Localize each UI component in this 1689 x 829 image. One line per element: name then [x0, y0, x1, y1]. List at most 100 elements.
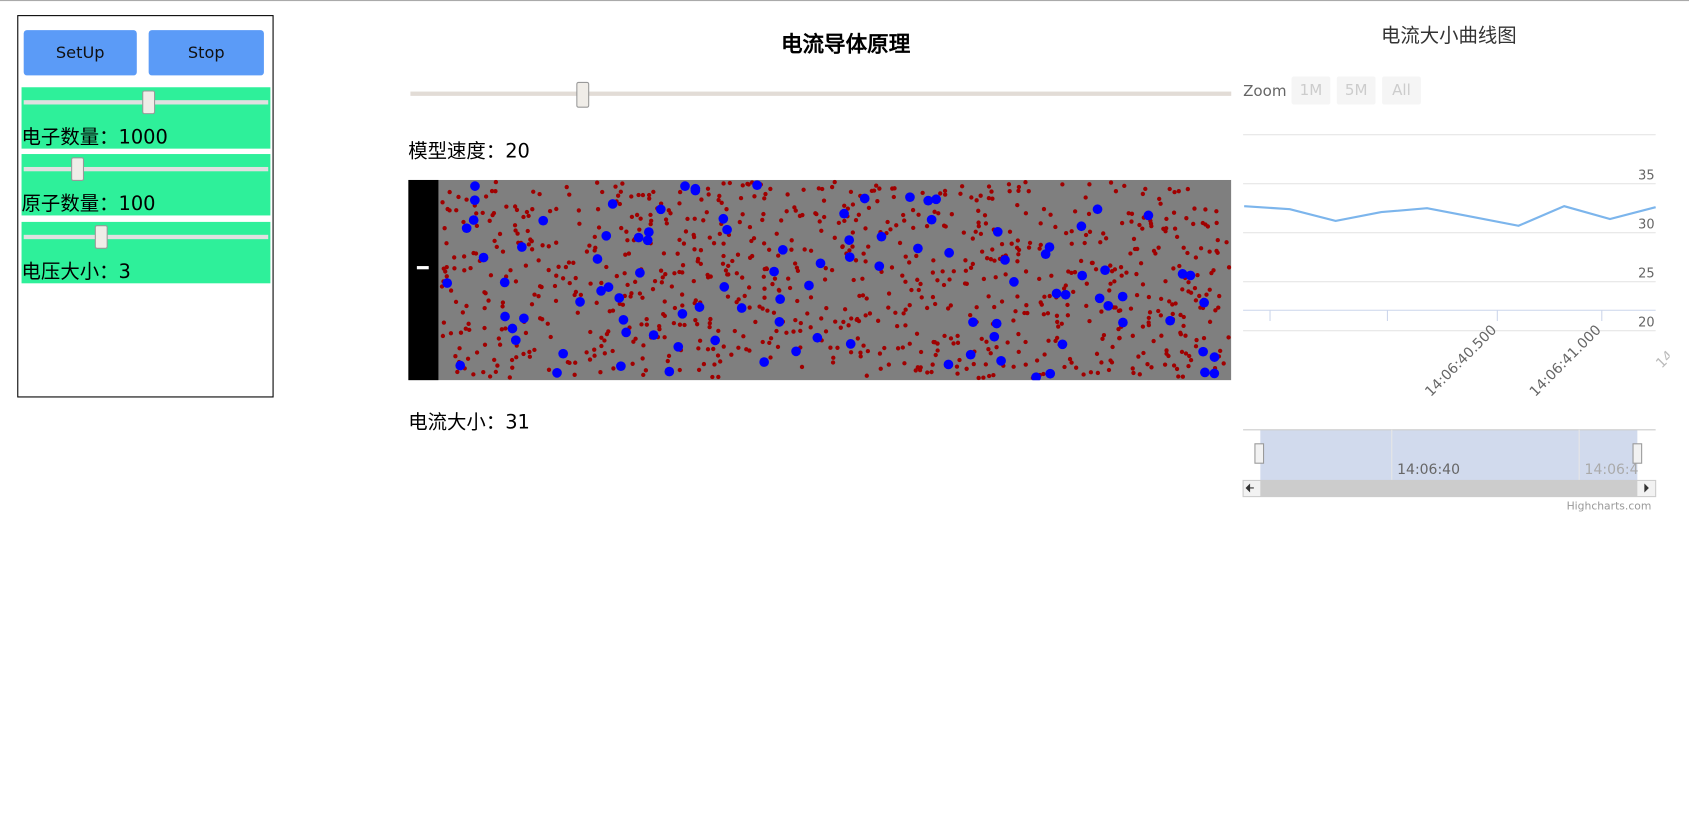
value-text: 100	[118, 192, 156, 216]
speed-slider-thumb[interactable]	[576, 81, 590, 108]
setup-button[interactable]: SetUp	[23, 30, 137, 76]
electron	[587, 243, 592, 248]
electron-control: 电子数量：1000	[21, 87, 271, 149]
electron	[461, 254, 467, 259]
electron	[1215, 237, 1220, 243]
conductor	[408, 179, 1232, 381]
electron	[732, 328, 737, 334]
electron	[838, 325, 843, 330]
electron	[819, 316, 824, 321]
stop-button[interactable]: Stop	[148, 30, 264, 76]
electron	[1185, 250, 1190, 256]
electron	[768, 186, 773, 192]
electron	[641, 343, 646, 348]
atom	[752, 180, 762, 191]
electron	[1186, 280, 1191, 285]
electron	[575, 310, 580, 315]
electron	[776, 253, 781, 258]
electron	[1049, 273, 1054, 278]
electron	[1179, 349, 1185, 355]
slider-thumb[interactable]	[71, 157, 85, 181]
electron	[901, 311, 906, 316]
slider-thumb[interactable]	[94, 225, 108, 249]
scrollbar-thumb[interactable]	[1260, 480, 1638, 497]
electron	[1069, 360, 1074, 365]
electron	[1016, 252, 1021, 257]
zoom-button[interactable]: All	[1382, 76, 1421, 105]
electron	[999, 241, 1005, 247]
electron	[740, 212, 745, 217]
electron	[1217, 293, 1222, 299]
electron	[1027, 240, 1033, 246]
electron	[707, 324, 712, 330]
electron	[1037, 276, 1042, 282]
electron	[992, 258, 997, 263]
scroll-right[interactable]	[1644, 483, 1649, 493]
electron	[915, 277, 920, 282]
zoom-button[interactable]: 5M	[1336, 76, 1376, 105]
electron	[983, 221, 989, 226]
electron	[729, 352, 734, 357]
electron	[1171, 266, 1176, 271]
electron	[480, 210, 485, 216]
electron	[986, 294, 991, 299]
electron	[637, 291, 643, 296]
electron	[866, 205, 872, 211]
electron	[823, 329, 829, 334]
speed-label: 模型速度：20	[408, 136, 530, 164]
electron	[523, 263, 529, 268]
electron	[916, 287, 921, 293]
navigator-handle[interactable]	[1254, 443, 1265, 464]
electron	[861, 251, 866, 256]
electron	[1218, 348, 1223, 354]
scroll-left[interactable]	[1245, 483, 1254, 493]
electron	[858, 354, 863, 359]
electron	[523, 330, 529, 336]
electron	[724, 207, 729, 212]
atom	[812, 332, 823, 343]
electron	[672, 271, 677, 276]
electron	[493, 189, 498, 194]
electron	[1087, 229, 1093, 234]
electron	[850, 244, 855, 249]
electron	[1174, 366, 1180, 372]
atom	[1117, 291, 1128, 302]
electron	[893, 310, 898, 315]
atom	[469, 195, 480, 206]
electron	[462, 268, 467, 273]
navigator-handle[interactable]	[1632, 443, 1643, 464]
electron	[708, 274, 713, 279]
electron	[705, 347, 711, 352]
electron	[1083, 232, 1089, 238]
electron	[1146, 294, 1152, 300]
credits[interactable]: Highcharts.com	[1567, 500, 1652, 513]
electron	[610, 348, 615, 354]
electron	[848, 189, 854, 195]
electron	[798, 328, 803, 333]
electron	[513, 279, 519, 284]
atom	[616, 361, 626, 372]
electron	[669, 284, 675, 289]
electron	[592, 347, 597, 352]
slider-thumb[interactable]	[142, 90, 156, 115]
electron	[697, 338, 703, 343]
electron	[775, 344, 781, 350]
atom	[677, 308, 688, 319]
atom	[777, 244, 788, 255]
zoom-button[interactable]: 1M	[1291, 76, 1331, 105]
electron	[1156, 245, 1161, 250]
electron	[599, 343, 604, 349]
electron	[747, 255, 753, 260]
electron	[1140, 324, 1146, 329]
electron	[705, 186, 711, 191]
electron	[853, 217, 859, 223]
electron	[863, 259, 868, 264]
electron	[692, 247, 697, 252]
atom	[635, 267, 645, 278]
electron	[1207, 249, 1212, 254]
electron	[762, 196, 767, 201]
atom	[1057, 339, 1068, 350]
electron	[716, 197, 721, 203]
electron	[633, 336, 638, 341]
electron	[1119, 220, 1125, 226]
